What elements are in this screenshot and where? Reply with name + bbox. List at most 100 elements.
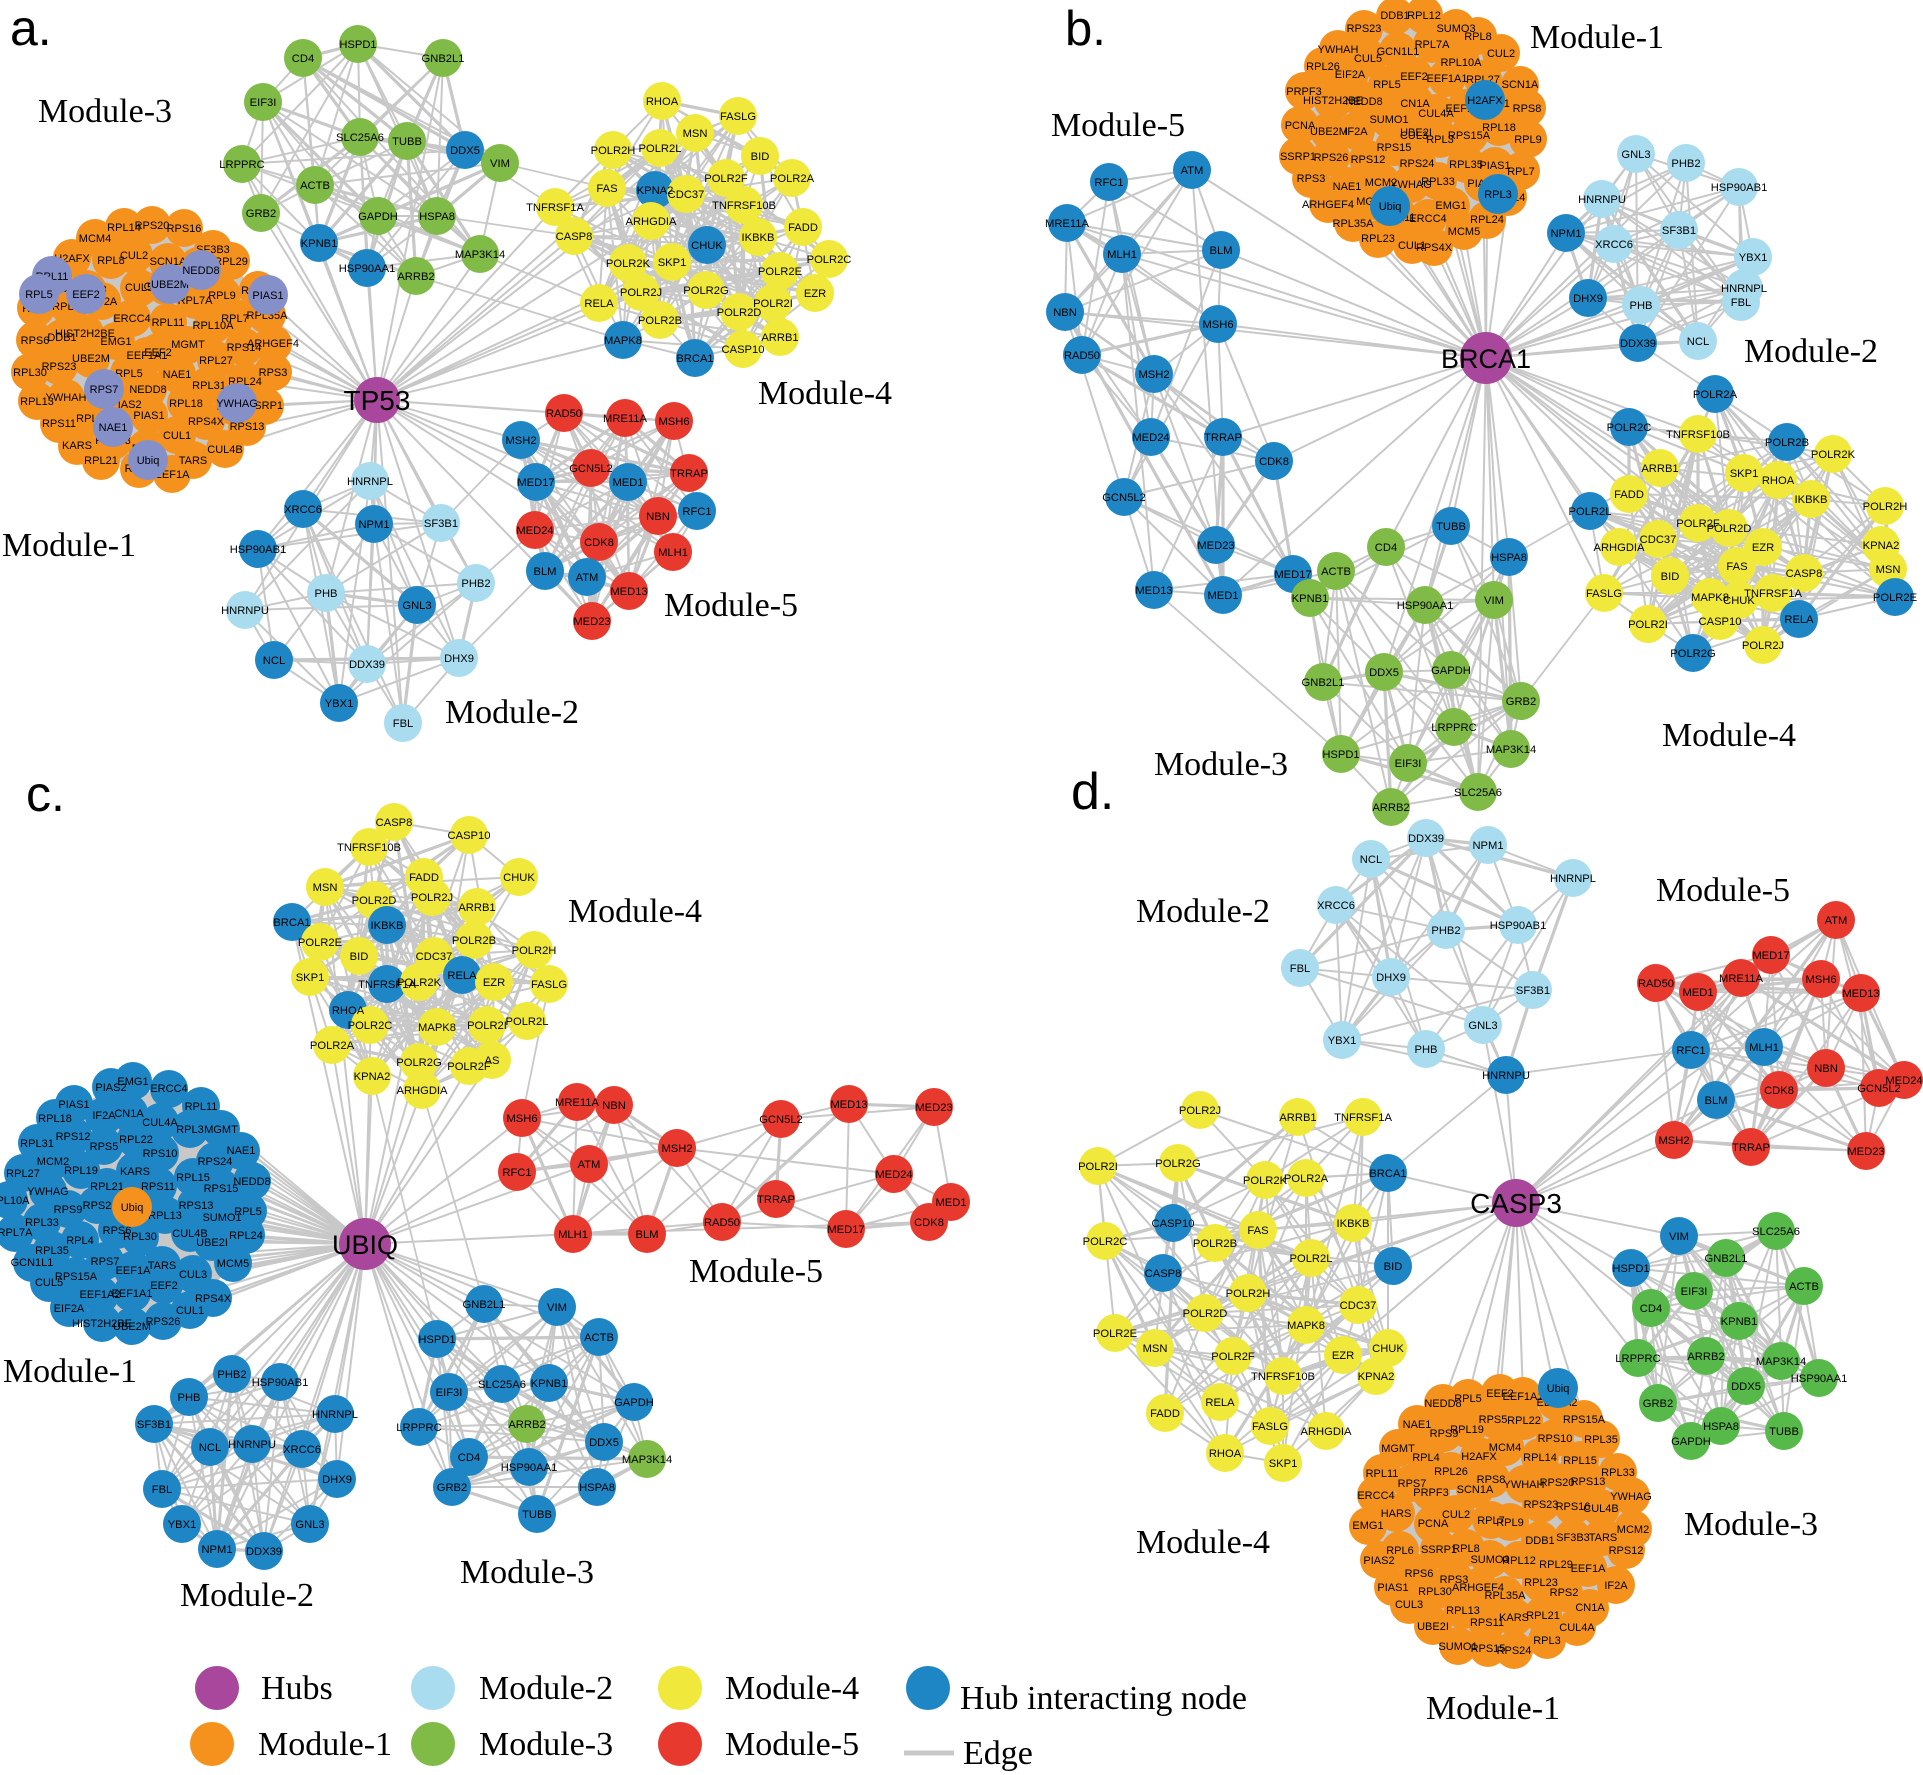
svg-text:KPNA2: KPNA2: [1358, 1371, 1395, 1383]
svg-text:POLR2L: POLR2L: [1569, 506, 1612, 518]
svg-text:CHUK: CHUK: [503, 872, 535, 884]
svg-text:LRPPRC: LRPPRC: [1615, 1353, 1660, 1365]
svg-text:RHOA: RHOA: [1209, 1448, 1242, 1460]
svg-text:LRPPRC: LRPPRC: [219, 159, 264, 171]
svg-text:RPS15A: RPS15A: [1448, 130, 1491, 142]
svg-text:NEDD8: NEDD8: [129, 384, 166, 396]
svg-text:HSPD1: HSPD1: [339, 39, 376, 51]
svg-text:RPS14: RPS14: [227, 342, 262, 354]
svg-text:KPNA2: KPNA2: [354, 1071, 391, 1083]
svg-text:SLC25A6: SLC25A6: [478, 1379, 526, 1391]
svg-text:MSH2: MSH2: [1138, 369, 1169, 381]
svg-text:MSN: MSN: [1876, 564, 1901, 576]
svg-text:ARRB2: ARRB2: [1687, 1351, 1724, 1363]
svg-text:CASP8: CASP8: [1145, 1268, 1182, 1280]
svg-text:NBN: NBN: [602, 1100, 626, 1112]
svg-text:HNRNPU: HNRNPU: [1482, 1070, 1530, 1082]
svg-text:MSN: MSN: [1143, 1343, 1168, 1355]
svg-text:MED23: MED23: [915, 1102, 952, 1114]
svg-text:POLR2A: POLR2A: [1693, 389, 1738, 401]
svg-text:EMG1: EMG1: [117, 1076, 148, 1088]
svg-text:VIM: VIM: [1669, 1231, 1689, 1243]
svg-text:RPL13: RPL13: [148, 1210, 182, 1222]
svg-text:MLH1: MLH1: [1107, 249, 1137, 261]
svg-text:CUL3: CUL3: [1400, 130, 1428, 142]
svg-text:HNRNPU: HNRNPU: [221, 605, 269, 617]
svg-text:ARHGDIA: ARHGDIA: [1301, 1426, 1353, 1438]
svg-text:Module-4: Module-4: [1136, 1524, 1270, 1561]
svg-text:RAD50: RAD50: [704, 1217, 740, 1229]
svg-text:CDC37: CDC37: [1640, 534, 1677, 546]
svg-text:EEF1A1: EEF1A1: [1503, 1391, 1544, 1403]
svg-text:RPL35: RPL35: [35, 1245, 69, 1257]
svg-text:CHUK: CHUK: [1723, 595, 1755, 607]
svg-text:RPL9: RPL9: [1496, 1517, 1524, 1529]
svg-text:KPNB1: KPNB1: [531, 1378, 568, 1390]
svg-text:MCM5: MCM5: [217, 1258, 249, 1270]
svg-text:POLR2D: POLR2D: [1707, 523, 1752, 535]
svg-text:RPS15A: RPS15A: [55, 1271, 98, 1283]
svg-text:RPS23: RPS23: [42, 361, 77, 373]
svg-text:BLM: BLM: [1704, 1095, 1727, 1107]
svg-text:CASP10: CASP10: [1152, 1218, 1195, 1230]
svg-text:ARRB1: ARRB1: [458, 902, 495, 914]
svg-text:RPL7A: RPL7A: [1415, 39, 1451, 51]
svg-text:RPL27: RPL27: [199, 355, 233, 367]
svg-text:SLC25A6: SLC25A6: [1752, 1226, 1800, 1238]
svg-text:RELA: RELA: [447, 970, 477, 982]
svg-text:MGMT: MGMT: [171, 339, 205, 351]
svg-text:POLR2A: POLR2A: [770, 173, 815, 185]
svg-text:GNL3: GNL3: [295, 1519, 324, 1531]
svg-text:FADD: FADD: [409, 872, 439, 884]
svg-text:UBE2M: UBE2M: [72, 353, 110, 365]
svg-text:BRCA1: BRCA1: [273, 917, 310, 929]
svg-text:POLR2B: POLR2B: [452, 935, 496, 947]
svg-text:HIST2H2BE: HIST2H2BE: [72, 1318, 132, 1330]
svg-text:IKBKB: IKBKB: [371, 920, 404, 932]
svg-text:SSRP1: SSRP1: [1280, 151, 1316, 163]
svg-text:CASP10: CASP10: [722, 344, 765, 356]
svg-text:TRRAP: TRRAP: [1204, 432, 1242, 444]
svg-text:POLR2H: POLR2H: [512, 945, 557, 957]
svg-text:Ubiq: Ubiq: [121, 1202, 144, 1214]
svg-text:SUMO3: SUMO3: [1470, 1554, 1509, 1566]
svg-text:RPS20: RPS20: [1540, 1477, 1575, 1489]
svg-text:CDC37: CDC37: [668, 189, 705, 201]
svg-text:MED13: MED13: [610, 586, 647, 598]
svg-text:POLR2J: POLR2J: [1179, 1105, 1221, 1117]
svg-text:RFC1: RFC1: [1676, 1045, 1705, 1057]
svg-text:RHOA: RHOA: [646, 96, 679, 108]
svg-text:Module-1: Module-1: [1530, 19, 1664, 56]
svg-text:HSP90AB1: HSP90AB1: [1490, 920, 1547, 932]
svg-text:ERCC4: ERCC4: [1357, 1490, 1394, 1502]
svg-text:EEF1A1: EEF1A1: [112, 1288, 153, 1300]
svg-text:SKP1: SKP1: [1269, 1458, 1298, 1470]
svg-text:IKBKB: IKBKB: [1795, 494, 1828, 506]
svg-text:CHUK: CHUK: [691, 240, 723, 252]
svg-text:POLR2K: POLR2K: [397, 977, 442, 989]
svg-text:MED17: MED17: [517, 477, 554, 489]
svg-text:PIAS1: PIAS1: [58, 1099, 89, 1111]
svg-text:SKP1: SKP1: [296, 972, 325, 984]
svg-text:MAP3K14: MAP3K14: [1486, 744, 1536, 756]
svg-text:RPS11: RPS11: [141, 1181, 175, 1193]
svg-text:MED24: MED24: [1132, 432, 1169, 444]
svg-text:PHB: PHB: [1414, 1044, 1437, 1056]
svg-text:RPS4X: RPS4X: [1416, 242, 1453, 254]
svg-text:SUMO1: SUMO1: [1438, 1641, 1477, 1653]
svg-text:UBE2I: UBE2I: [1400, 127, 1432, 139]
svg-text:RPS15: RPS15: [1471, 1643, 1506, 1655]
svg-text:RPL10A: RPL10A: [1441, 57, 1483, 69]
svg-text:RPL33: RPL33: [25, 1217, 59, 1229]
svg-text:EEF1A: EEF1A: [116, 1265, 152, 1277]
svg-text:RPS15: RPS15: [204, 1183, 239, 1195]
svg-text:XRCC6: XRCC6: [1595, 239, 1633, 251]
svg-text:ARRB2: ARRB2: [508, 1419, 545, 1431]
svg-text:TNFRSF10B: TNFRSF10B: [712, 200, 776, 212]
svg-text:GNL3: GNL3: [1468, 1020, 1497, 1032]
svg-text:HSP90AB1: HSP90AB1: [252, 1377, 309, 1389]
svg-text:Module-5: Module-5: [689, 1253, 823, 1290]
svg-text:NEDD8: NEDD8: [1345, 96, 1382, 108]
svg-text:IKBKB: IKBKB: [742, 232, 775, 244]
svg-text:HNRNPU: HNRNPU: [228, 1439, 276, 1451]
